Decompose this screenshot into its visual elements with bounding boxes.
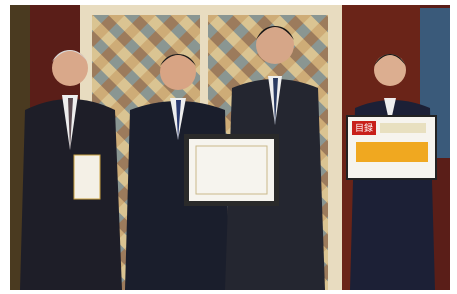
photo: 目録 xyxy=(0,0,457,294)
certificate xyxy=(184,134,279,206)
sign-title: 目録 xyxy=(355,122,373,134)
sign-board: 目録 xyxy=(347,116,436,179)
